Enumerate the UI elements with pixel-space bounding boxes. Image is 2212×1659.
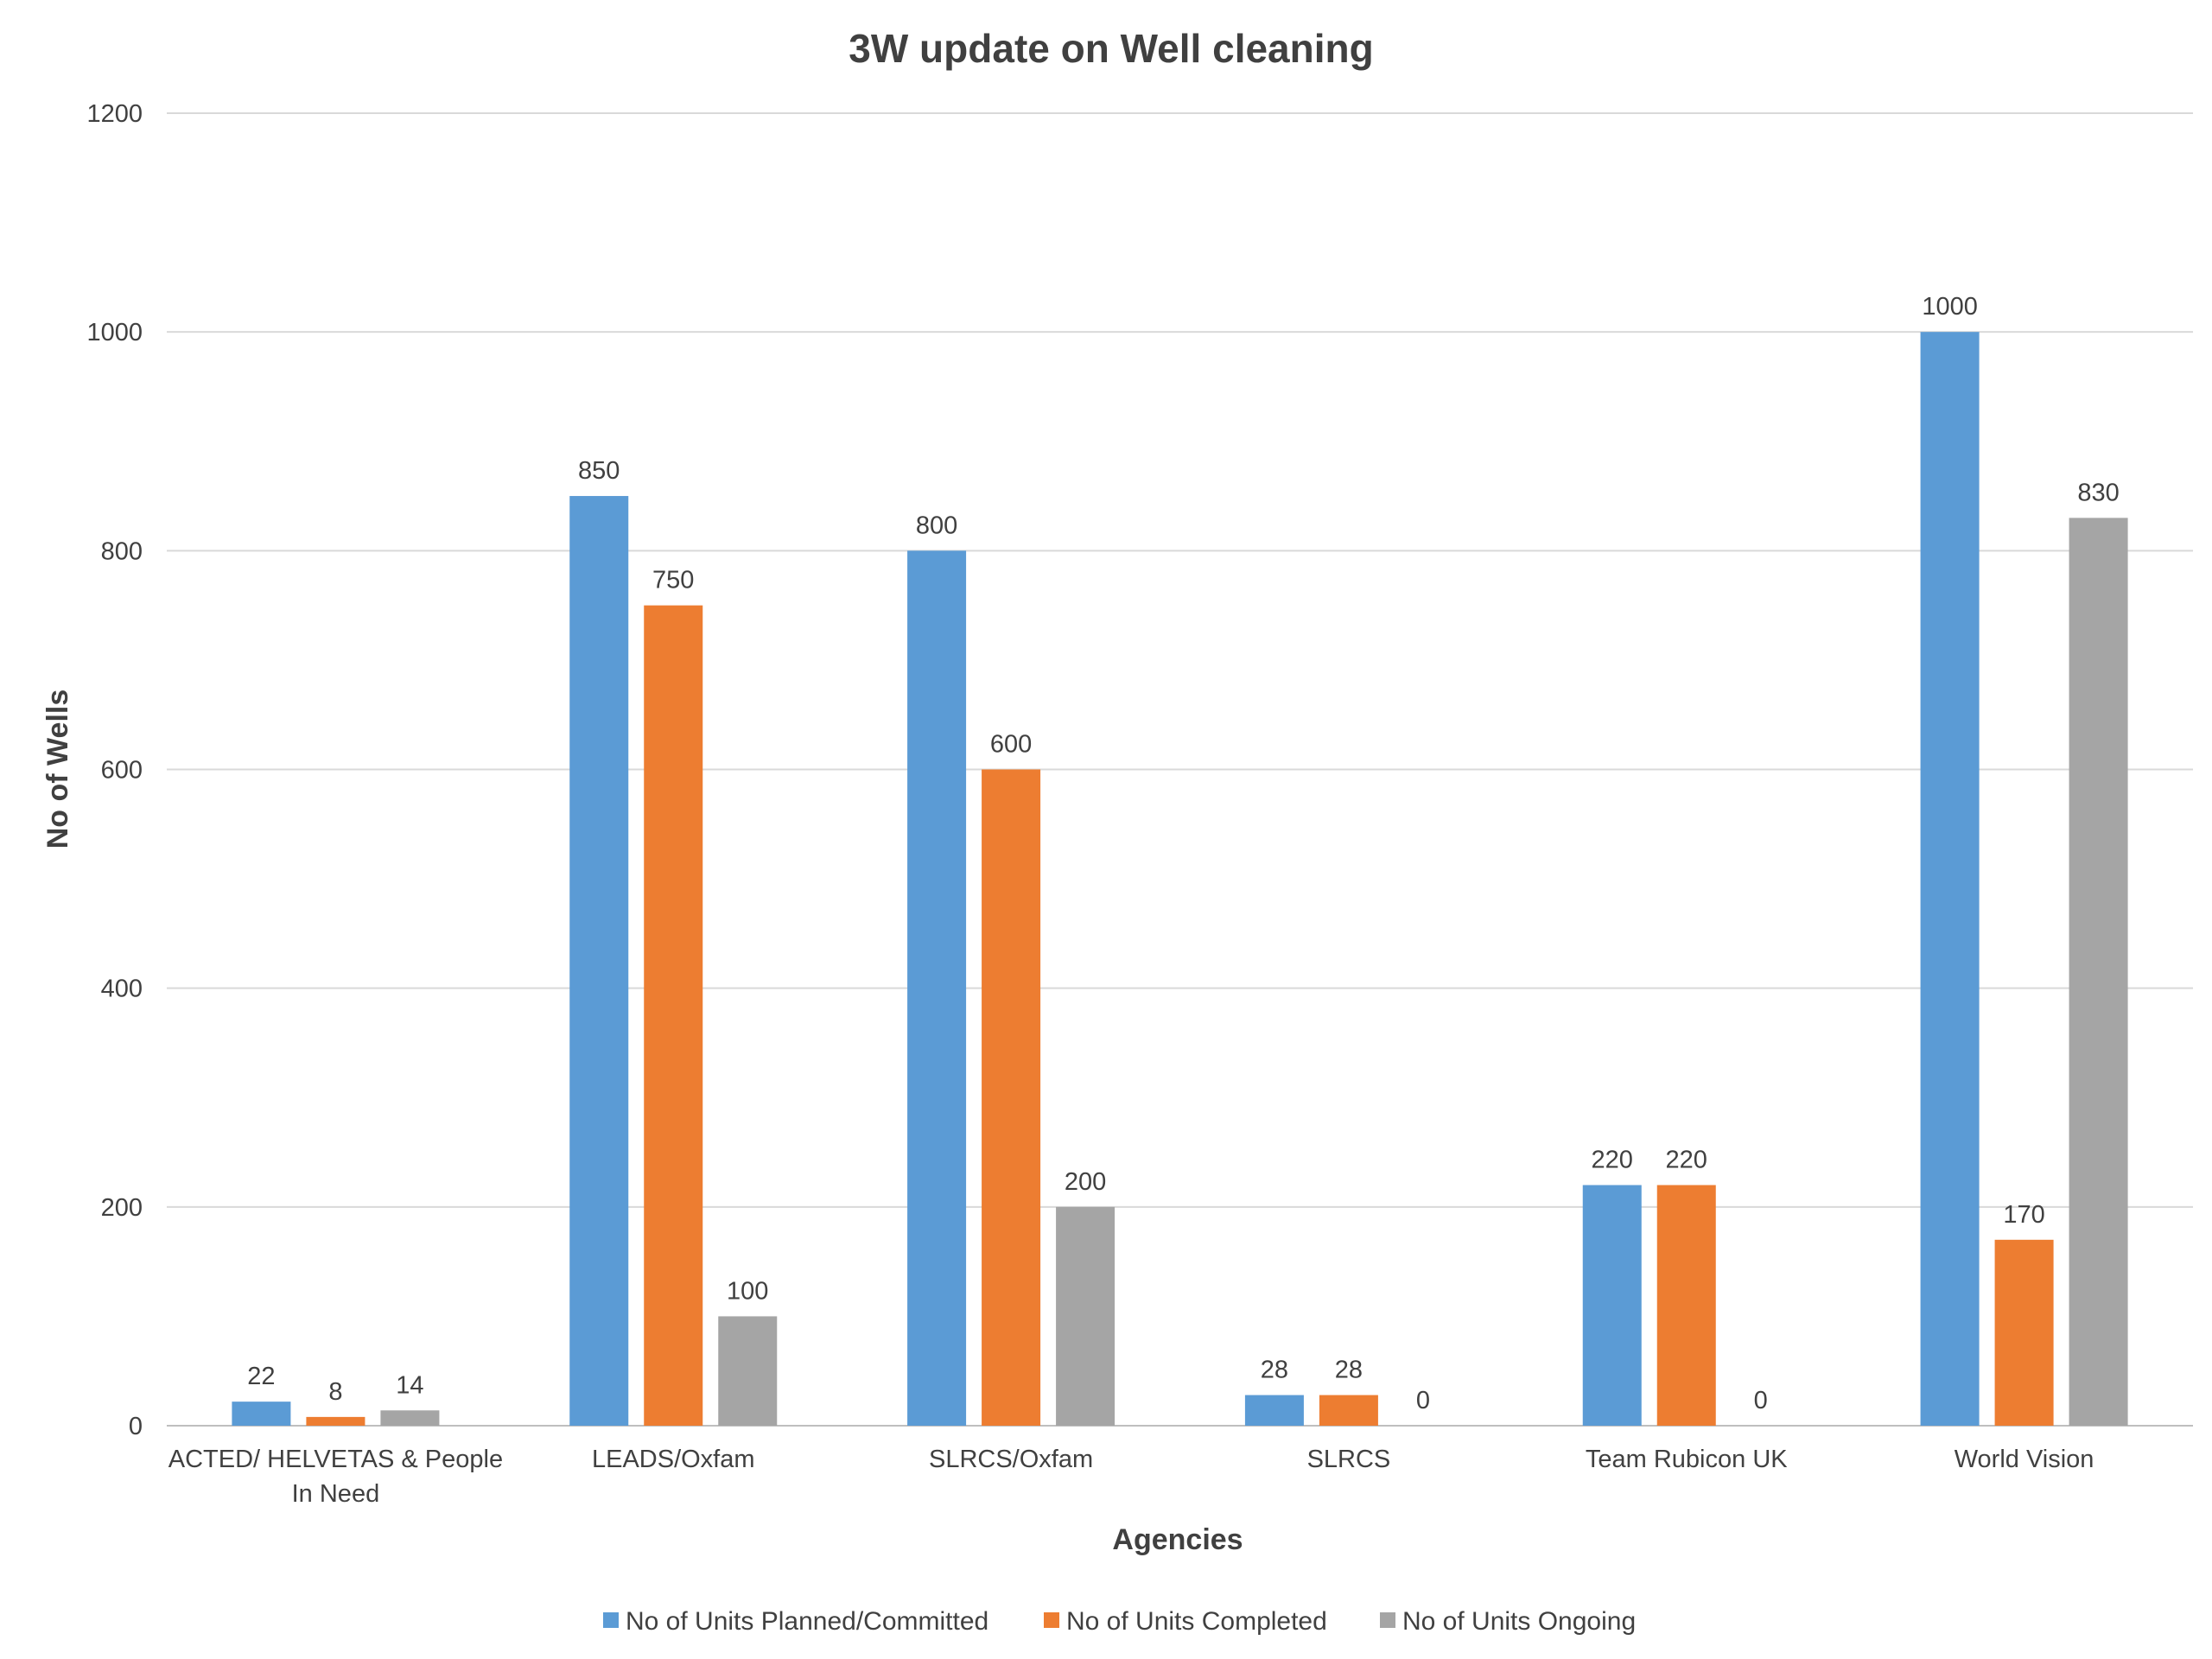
x-tick-label: Team Rubicon UK — [1586, 1446, 1788, 1473]
data-label: 28 — [1335, 1357, 1363, 1384]
data-label: 0 — [1416, 1387, 1430, 1414]
x-tick-label: SLRCS — [1307, 1446, 1391, 1473]
legend-label: No of Units Ongoing — [1402, 1607, 1636, 1636]
x-axis-categories: ACTED/ HELVETAS & People In Need LEADS/Oxf… — [168, 1446, 2094, 1508]
bar — [1920, 332, 1980, 1427]
legend-swatch — [1044, 1612, 1059, 1628]
legend: No of Units Planned/Committed No of Units… — [603, 1607, 1636, 1636]
data-label: 200 — [1065, 1168, 1106, 1196]
y-axis-title: No of Wells — [41, 690, 74, 849]
x-tick-label: World Vision — [1955, 1446, 2094, 1473]
data-label: 220 — [1592, 1147, 1633, 1174]
x-tick-label: ACTED/ HELVETAS & People — [168, 1446, 503, 1473]
data-label: 220 — [1666, 1147, 1707, 1174]
legend-label: No of Units Completed — [1066, 1607, 1327, 1636]
bar — [2069, 518, 2128, 1426]
legend-label: No of Units Planned/Committed — [626, 1607, 988, 1636]
data-label: 750 — [652, 567, 694, 594]
data-label: 830 — [2077, 479, 2119, 506]
y-tick-label: 1200 — [86, 100, 143, 128]
data-label: 600 — [990, 731, 1032, 759]
data-label: 8 — [328, 1378, 342, 1406]
x-tick-label: In Need — [292, 1480, 380, 1508]
bar — [1582, 1185, 1642, 1426]
legend-swatch — [603, 1612, 619, 1628]
chart-title: 3W update on Well cleaning — [849, 26, 1373, 71]
bar — [569, 496, 629, 1426]
bars — [232, 332, 2128, 1427]
bar — [1244, 1395, 1304, 1426]
bar — [232, 1402, 291, 1426]
bar — [1994, 1239, 2054, 1426]
data-label: 100 — [727, 1277, 768, 1305]
bar — [1656, 1185, 1716, 1426]
bar — [644, 605, 703, 1426]
y-tick-label: 600 — [101, 757, 143, 785]
y-axis-ticks: 0 200 400 600 800 1000 1200 — [86, 100, 143, 1440]
gridlines — [167, 112, 2193, 1427]
data-label: 14 — [396, 1371, 423, 1399]
bar — [1319, 1395, 1378, 1426]
bar — [982, 769, 1041, 1426]
data-labels: 22 8 14 850 750 100 800 600 200 28 28 0 220 220 0 1000 1… — [247, 293, 2119, 1414]
y-tick-label: 0 — [129, 1413, 143, 1440]
bar — [306, 1416, 365, 1426]
data-label: 850 — [578, 457, 620, 485]
x-tick-label: LEADS/Oxfam — [592, 1446, 755, 1473]
x-axis-title: Agencies — [1112, 1523, 1243, 1556]
data-label: 0 — [1754, 1387, 1768, 1414]
data-label: 800 — [916, 512, 957, 539]
bar — [718, 1316, 778, 1426]
y-tick-label: 400 — [101, 976, 143, 1003]
bar — [1056, 1206, 1116, 1426]
y-tick-label: 1000 — [86, 319, 143, 346]
data-label: 28 — [1261, 1357, 1288, 1384]
bar — [907, 550, 967, 1426]
data-label: 1000 — [1922, 293, 1978, 321]
legend-swatch — [1380, 1612, 1395, 1628]
data-label: 22 — [247, 1363, 275, 1390]
y-tick-label: 200 — [101, 1194, 143, 1222]
y-tick-label: 800 — [101, 537, 143, 565]
x-tick-label: SLRCS/Oxfam — [929, 1446, 1093, 1473]
bar — [380, 1410, 440, 1426]
data-label: 170 — [2003, 1201, 2044, 1229]
